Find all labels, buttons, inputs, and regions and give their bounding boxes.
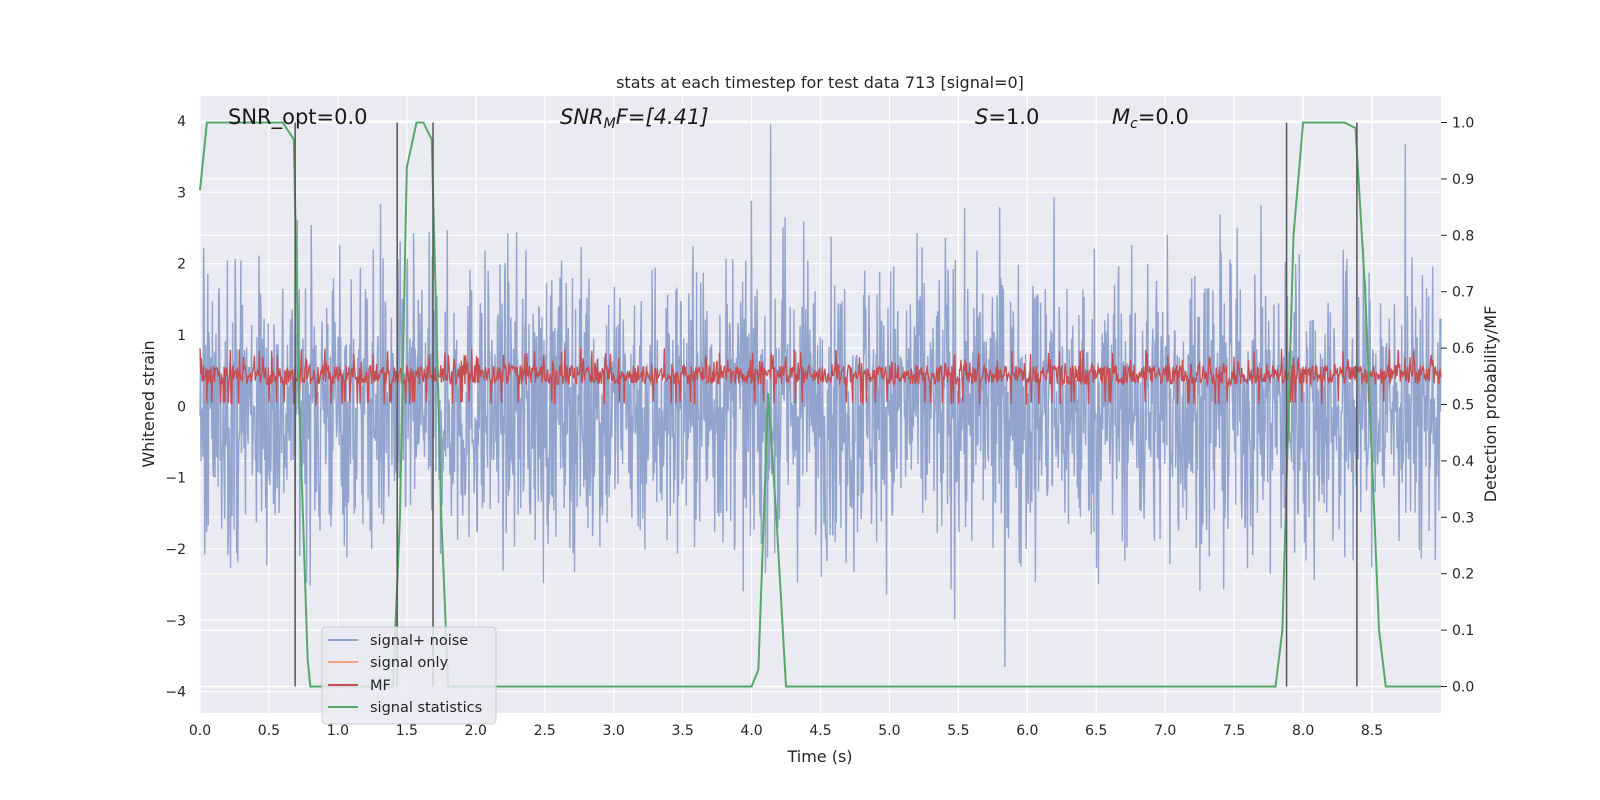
x-tick-label: 7.0 — [1154, 723, 1176, 739]
y-tick-label-right: 0.3 — [1452, 510, 1474, 526]
x-axis-label: Time (s) — [786, 747, 852, 766]
legend-label-signal-only: signal only — [370, 655, 449, 671]
y-tick-label-right: 0.9 — [1452, 172, 1474, 188]
y-tick-label-left: 3 — [177, 185, 186, 201]
series-signal-noise — [199, 124, 1442, 667]
annotation-snr-mf: SNRMF=[4.41] — [560, 105, 709, 132]
y-tick-label-right: 0.8 — [1452, 228, 1474, 244]
x-tick-label: 0.5 — [258, 723, 280, 739]
series-mf — [199, 348, 1442, 407]
x-tick-label: 4.5 — [809, 723, 831, 739]
y-axis-label-right: Detection probability/MF — [1481, 306, 1500, 503]
signal-noise-line — [199, 124, 1442, 667]
annotation-mc: Mc=0.0 — [1112, 105, 1189, 132]
annotation-snr-opt: SNR_opt=0.0 — [228, 105, 368, 130]
legend-label-signal-statistics: signal statistics — [370, 700, 482, 716]
y-ticks-right: 1.0 0.9 0.8 0.7 0.6 0.5 0.4 0.3 0.2 0.1 0.0 — [1441, 116, 1474, 695]
legend-label-mf: MF — [370, 678, 391, 694]
x-tick-label: 6.0 — [1016, 723, 1038, 739]
y-tick-label-right: 1.0 — [1452, 116, 1474, 132]
y-tick-label-left: −2 — [165, 542, 186, 558]
x-ticks: 0.0 0.5 1.0 1.5 2.0 2.5 3.0 3.5 4.0 4.5 5.0 5.5 6.0 6… — [189, 723, 1383, 739]
y-axis-label-left: Whitened strain — [139, 340, 158, 467]
y-tick-label-left: 1 — [177, 328, 186, 344]
x-tick-label: 5.0 — [878, 723, 900, 739]
x-tick-label: 3.5 — [671, 723, 693, 739]
y-tick-label-left: −3 — [165, 613, 186, 629]
event-markers — [294, 122, 1358, 687]
y-tick-label-left: −4 — [165, 685, 186, 701]
x-tick-label: 2.5 — [534, 723, 556, 739]
x-tick-label: 2.0 — [465, 723, 487, 739]
x-tick-label: 1.0 — [327, 723, 349, 739]
y-tick-label-left: −1 — [165, 471, 186, 487]
y-tick-label-left: 0 — [177, 399, 186, 415]
y-ticks-left: 4 3 2 1 0 −1 −2 −3 −4 — [165, 114, 186, 701]
x-tick-label: 4.0 — [740, 723, 762, 739]
mf-line — [199, 348, 1442, 407]
chart-title: stats at each timestep for test data 713… — [616, 73, 1024, 92]
y-tick-label-right: 0.7 — [1452, 285, 1474, 301]
x-tick-label: 7.5 — [1223, 723, 1245, 739]
x-tick-label: 8.0 — [1292, 723, 1314, 739]
y-tick-label-right: 0.2 — [1452, 567, 1474, 583]
x-tick-label: 6.5 — [1085, 723, 1107, 739]
y-tick-label-right: 0.4 — [1452, 454, 1474, 470]
y-tick-label-left: 2 — [177, 257, 186, 273]
annotation-s: S=1.0 — [975, 105, 1039, 129]
legend: signal+ noise signal only MF signal stat… — [321, 626, 497, 725]
signal-statistics-line — [199, 121, 1441, 688]
x-tick-label: 3.0 — [603, 723, 625, 739]
legend-box — [321, 626, 497, 725]
x-tick-label: 5.5 — [947, 723, 969, 739]
x-tick-label: 8.5 — [1361, 723, 1383, 739]
y-tick-label-right: 0.5 — [1452, 398, 1474, 414]
series-signal-statistics — [199, 121, 1441, 688]
x-tick-label: 0.0 — [189, 723, 211, 739]
y-tick-label-right: 0.6 — [1452, 341, 1474, 357]
y-tick-label-right: 0.1 — [1452, 623, 1474, 639]
legend-label-signal-noise: signal+ noise — [370, 633, 468, 649]
y-tick-label-left: 4 — [177, 114, 186, 130]
x-tick-label: 1.5 — [396, 723, 418, 739]
y-tick-label-right: 0.0 — [1452, 679, 1474, 695]
